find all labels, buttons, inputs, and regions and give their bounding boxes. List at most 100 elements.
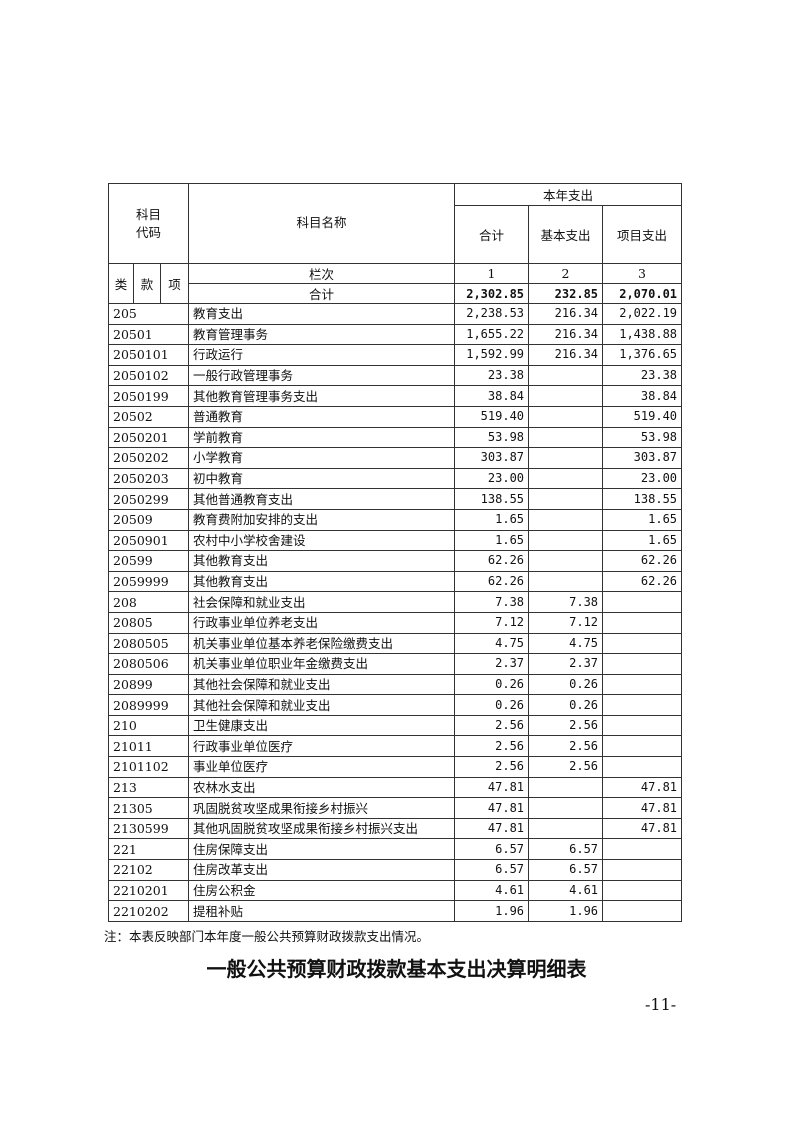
cell-code: 20509	[107, 508, 190, 531]
cell-total: 4.75	[454, 632, 530, 655]
cell-name: 教育管理事务	[188, 323, 456, 346]
cell-project	[602, 673, 683, 696]
cell-code: 2080505	[107, 632, 190, 655]
cell-name: 农村中小学校舍建设	[188, 529, 456, 552]
cell-name: 小学教育	[188, 447, 456, 469]
cell-project: 303.87	[602, 447, 683, 469]
cell-code: 2059999	[107, 570, 190, 593]
cell-project: 1.65	[602, 529, 683, 552]
lanci-1: 1	[454, 263, 530, 284]
cell-name: 其他巩固脱贫攻坚成果衔接乡村振兴支出	[188, 817, 456, 840]
page-number: -11-	[645, 995, 677, 1014]
cell-basic: 1.96	[528, 900, 604, 922]
cell-code: 20501	[107, 323, 190, 346]
cell-basic	[528, 797, 604, 819]
cell-project: 1,376.65	[602, 344, 683, 366]
cell-code: 20502	[107, 405, 190, 428]
table-row: 20509 教育费附加安排的支出 1.65 1.65	[107, 508, 683, 531]
cell-name: 行政运行	[188, 344, 456, 366]
cell-basic: 2.56	[528, 735, 604, 758]
cell-name: 巩固脱贫攻坚成果衔接乡村振兴	[188, 797, 456, 819]
cell-name: 行政事业单位医疗	[188, 735, 456, 758]
cell-project: 62.26	[602, 570, 683, 593]
cell-total: 138.55	[454, 488, 530, 510]
cell-project	[602, 653, 683, 675]
table-row: 20501 教育管理事务 1,655.22 216.34 1,438.88	[107, 323, 683, 346]
table-row: 2050199 其他教育管理事务支出 38.84 38.84	[107, 385, 683, 407]
cell-name: 教育费附加安排的支出	[188, 508, 456, 531]
cell-basic	[528, 570, 604, 593]
cell-basic	[528, 488, 604, 510]
cell-name: 农林水支出	[188, 776, 456, 799]
table-row: 2089999 其他社会保障和就业支出 0.26 0.26	[107, 694, 683, 716]
cell-name: 其他普通教育支出	[188, 488, 456, 510]
cell-code: 221	[107, 838, 190, 861]
cell-project: 23.00	[602, 467, 683, 490]
table-row: 2050299 其他普通教育支出 138.55 138.55	[107, 488, 683, 510]
cell-name: 其他教育支出	[188, 570, 456, 593]
cell-project	[602, 879, 683, 902]
cell-basic: 216.34	[528, 303, 604, 325]
cell-name: 机关事业单位基本养老保险缴费支出	[188, 632, 456, 655]
cell-basic: 4.75	[528, 632, 604, 655]
cell-total: 1.96	[454, 900, 530, 922]
table-row: 2050203 初中教育 23.00 23.00	[107, 467, 683, 490]
cell-total: 1,592.99	[454, 344, 530, 366]
cell-total: 2.56	[454, 735, 530, 758]
cell-project	[602, 859, 683, 881]
cell-total: 0.26	[454, 694, 530, 716]
cell-total: 47.81	[454, 817, 530, 840]
cell-total: 47.81	[454, 776, 530, 799]
cell-total: 2.37	[454, 653, 530, 675]
cell-name: 事业单位医疗	[188, 756, 456, 778]
cell-code: 2050101	[107, 344, 190, 366]
cell-basic: 6.57	[528, 838, 604, 861]
lei-header: 类	[108, 263, 134, 304]
name-header: 科目名称	[188, 183, 456, 264]
cell-code: 2210201	[107, 879, 190, 902]
cell-name: 卫生健康支出	[188, 714, 456, 737]
table-row: 21011 行政事业单位医疗 2.56 2.56	[107, 735, 683, 758]
cell-name: 普通教育	[188, 405, 456, 428]
current-year-header: 本年支出	[454, 183, 683, 206]
table-row: 213 农林水支出 47.81 47.81	[107, 776, 683, 799]
cell-name: 其他社会保障和就业支出	[188, 673, 456, 696]
lanci-2: 2	[528, 263, 604, 284]
cell-basic	[528, 467, 604, 490]
sum-project: 2,070.01	[602, 283, 683, 304]
table-row: 20899 其他社会保障和就业支出 0.26 0.26	[107, 673, 683, 696]
cell-basic: 0.26	[528, 673, 604, 696]
cell-name: 住房改革支出	[188, 859, 456, 881]
cell-code: 2050901	[107, 529, 190, 552]
cell-name: 其他教育管理事务支出	[188, 385, 456, 407]
cell-project: 23.38	[602, 364, 683, 387]
cell-basic	[528, 426, 604, 449]
cell-total: 6.57	[454, 859, 530, 881]
cell-total: 4.61	[454, 879, 530, 902]
cell-basic	[528, 817, 604, 840]
cell-project	[602, 756, 683, 778]
cell-basic	[528, 550, 604, 572]
cell-basic	[528, 508, 604, 531]
cell-code: 213	[107, 776, 190, 799]
cell-total: 1,655.22	[454, 323, 530, 346]
table-row: 2101102 事业单位医疗 2.56 2.56	[107, 756, 683, 778]
cell-code: 2080506	[107, 653, 190, 675]
cell-basic: 2.37	[528, 653, 604, 675]
xiang-header: 项	[159, 263, 190, 304]
cell-basic: 216.34	[528, 344, 604, 366]
cell-basic: 6.57	[528, 859, 604, 881]
cell-name: 一般行政管理事务	[188, 364, 456, 387]
cell-total: 1.65	[454, 529, 530, 552]
sum-basic: 232.85	[528, 283, 604, 304]
cell-basic: 2.56	[528, 756, 604, 778]
cell-project: 2,022.19	[602, 303, 683, 325]
cell-total: 38.84	[454, 385, 530, 407]
total-header: 合计	[454, 205, 530, 264]
cell-basic	[528, 776, 604, 799]
cell-code: 2050202	[107, 447, 190, 469]
cell-name: 提租补贴	[188, 900, 456, 922]
sum-label: 合计	[188, 283, 456, 304]
table-row: 2050202 小学教育 303.87 303.87	[107, 447, 683, 469]
basic-header: 基本支出	[528, 205, 604, 264]
